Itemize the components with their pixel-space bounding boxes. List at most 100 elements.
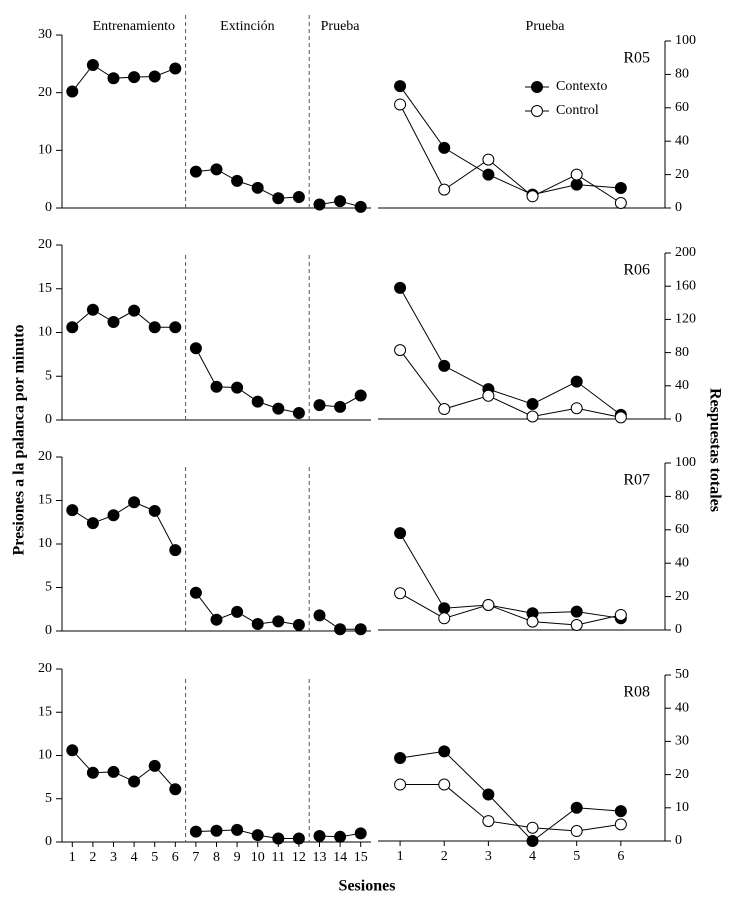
data-point [313, 399, 326, 412]
data-point [169, 321, 182, 334]
y-tick-label: 40 [675, 555, 689, 570]
y-tick-label: 40 [675, 700, 689, 715]
data-point [128, 496, 141, 509]
data-point [86, 303, 99, 316]
data-point [148, 759, 161, 772]
data-point [394, 281, 407, 294]
data-point [570, 402, 583, 415]
x-tick-label: 1 [397, 849, 404, 864]
x-tick-label: 2 [441, 849, 448, 864]
data-point [334, 623, 347, 636]
data-point [231, 381, 244, 394]
data-point [526, 835, 539, 847]
y-tick-label: 100 [675, 455, 696, 470]
x-tick-label: 1 [69, 850, 76, 865]
data-point [482, 815, 495, 828]
data-point [526, 821, 539, 834]
data-point [394, 98, 407, 111]
y-tick-label: 10 [38, 325, 52, 340]
y-tick-label: 5 [45, 580, 52, 595]
data-point [128, 304, 141, 317]
data-point [231, 605, 244, 618]
panel-label: R05 [623, 50, 650, 67]
y-tick-label: 80 [675, 67, 689, 82]
data-point [354, 623, 367, 636]
x-tick-label: 4 [131, 850, 138, 865]
data-point [210, 824, 223, 837]
y-tick-label: 15 [38, 704, 52, 719]
data-point [526, 410, 539, 423]
data-point [189, 586, 202, 599]
series-line [195, 168, 299, 199]
series-line [400, 784, 621, 832]
data-point [438, 745, 451, 758]
series-line [399, 592, 621, 626]
y-tick-label: 0 [675, 833, 682, 848]
y-tick-label: 50 [675, 667, 689, 682]
data-point [394, 778, 407, 791]
series-line [399, 532, 621, 619]
data-point [394, 80, 407, 93]
y-tick-label: 30 [38, 27, 52, 42]
data-point [189, 342, 202, 355]
y2-axis-label: Respuestas totales [706, 388, 723, 512]
legend-marker [531, 105, 543, 117]
data-point [128, 71, 141, 84]
data-point [231, 823, 244, 836]
legend-label: Control [556, 103, 599, 118]
y-tick-label: 10 [38, 143, 52, 158]
y-tick-label: 5 [45, 791, 52, 806]
data-point [272, 832, 285, 845]
x-tick-label: 15 [354, 850, 368, 865]
x-axis-label: Sesiones [339, 878, 396, 895]
data-point [169, 544, 182, 557]
data-point [189, 825, 202, 838]
x-tick-label: 10 [251, 850, 265, 865]
y-tick-label: 20 [38, 237, 52, 252]
y-axis-label: Presiones a la palanca por minuto [11, 325, 28, 556]
data-point [272, 192, 285, 205]
data-point [128, 775, 141, 788]
data-point [272, 615, 285, 628]
y-tick-label: 20 [38, 85, 52, 100]
series-line [399, 287, 622, 416]
series-line [195, 348, 300, 414]
y-tick-label: 0 [45, 623, 52, 638]
data-point [313, 609, 326, 622]
y-tick-label: 160 [675, 278, 696, 293]
x-tick-label: 3 [485, 849, 492, 864]
y-tick-label: 0 [45, 412, 52, 427]
data-point [526, 398, 539, 411]
x-tick-label: 9 [234, 850, 241, 865]
x-tick-label: 2 [89, 850, 96, 865]
data-point [614, 805, 627, 818]
y-tick-label: 10 [675, 800, 689, 815]
data-point [438, 183, 451, 196]
data-point [272, 402, 285, 415]
data-point [482, 168, 495, 181]
data-point [570, 605, 583, 618]
y-tick-label: 60 [675, 100, 689, 115]
data-point [394, 527, 407, 540]
data-point [86, 517, 99, 530]
series-line [399, 349, 621, 418]
y-tick-label: 40 [675, 133, 689, 148]
data-point [107, 509, 120, 522]
y-tick-label: 20 [675, 167, 689, 182]
x-tick-label: 6 [617, 849, 624, 864]
y-tick-label: 15 [38, 281, 52, 296]
y-tick-label: 30 [675, 734, 689, 749]
phase-title: Extinción [220, 19, 274, 34]
phase-title: Entrenamiento [93, 19, 175, 34]
data-point [66, 744, 79, 757]
data-point [210, 380, 223, 393]
y-tick-label: 10 [38, 536, 52, 551]
legend-label: Contexto [556, 79, 607, 94]
series-line [399, 85, 621, 196]
y-tick-label: 10 [38, 748, 52, 763]
data-point [570, 801, 583, 814]
data-point [570, 825, 583, 838]
data-point [292, 191, 305, 204]
data-point [614, 411, 627, 424]
x-tick-label: 3 [110, 850, 117, 865]
